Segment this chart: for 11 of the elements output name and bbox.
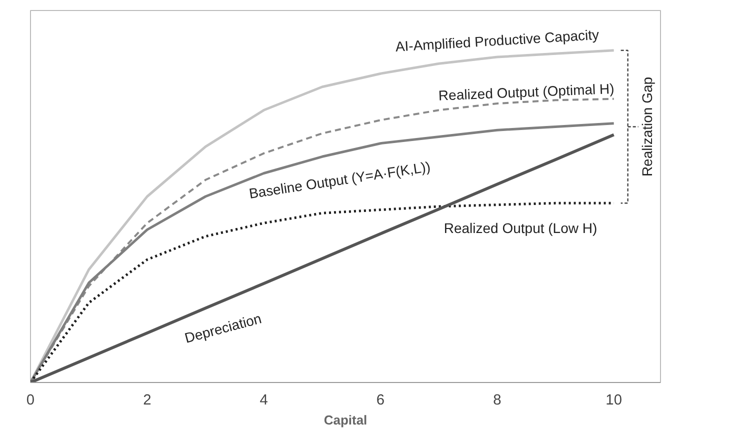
x-tick-label: 6 bbox=[376, 392, 385, 408]
annotation: Realization Gap bbox=[639, 76, 656, 177]
series-label: Realized Output (Optimal H) bbox=[438, 80, 615, 104]
series-label: Realized Output (Low H) bbox=[444, 220, 598, 236]
x-tick-label: 10 bbox=[606, 392, 622, 408]
x-tick-label: 8 bbox=[493, 392, 502, 408]
series-label: AI-Amplified Productive Capacity bbox=[394, 26, 600, 54]
x-tick-label: 0 bbox=[26, 392, 35, 408]
x-tick-label: 4 bbox=[260, 392, 268, 408]
x-tick-label: 2 bbox=[143, 392, 152, 408]
x-axis-title: Capital bbox=[324, 412, 368, 428]
